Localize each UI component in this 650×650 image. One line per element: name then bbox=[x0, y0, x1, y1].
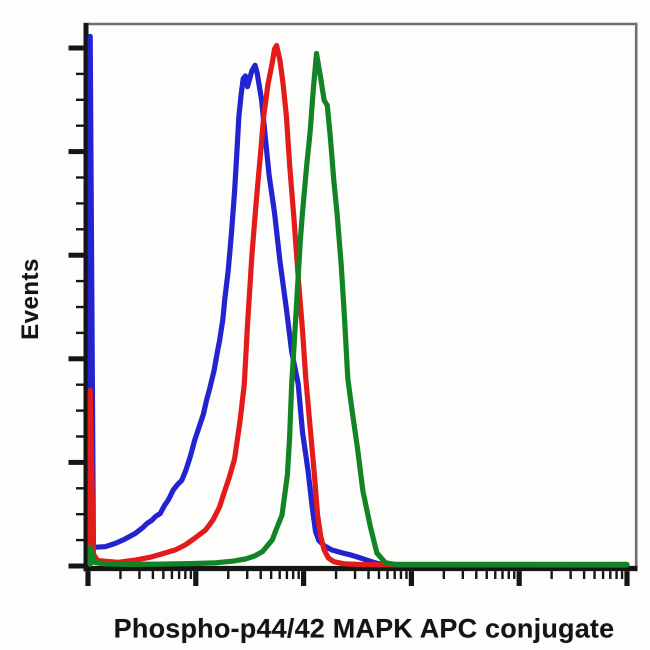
curve-green bbox=[87, 50, 630, 568]
histogram-curves bbox=[87, 33, 630, 568]
y-axis-label: Events bbox=[17, 258, 44, 340]
x-axis-ticks bbox=[85, 571, 630, 586]
curve-blue bbox=[87, 33, 630, 568]
curve-red bbox=[87, 42, 630, 568]
x-axis-label: Phospho-p44/42 MAPK APC conjugate bbox=[113, 613, 615, 644]
y-axis-ticks bbox=[68, 45, 84, 569]
plot-frame bbox=[83, 22, 638, 572]
